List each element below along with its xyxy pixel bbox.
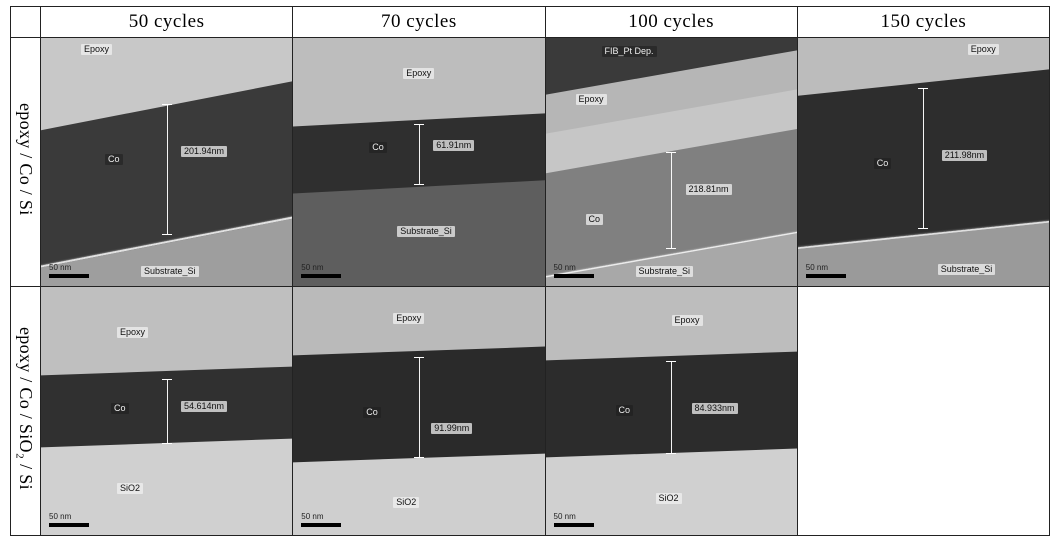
col-hdr-70: 70 cycles (293, 7, 545, 38)
micrograph-label: Substrate_Si (636, 266, 694, 277)
micrograph: Epoxy Co 211.98nm Substrate_Si 50 nm (798, 38, 1049, 286)
scalebar (301, 523, 341, 527)
cell-r1c1: Epoxy Co 91.99nm SiO2 50 nm (293, 287, 545, 536)
micrograph-label: Substrate_Si (141, 266, 199, 277)
micrograph-label: Co (616, 405, 634, 416)
micrograph-label: Epoxy (672, 315, 703, 326)
micrograph: FIB_Pt Dep. Epoxy 218.81nm Co Substrate_Si 50… (546, 38, 797, 286)
scalebar-label: 50 nm (49, 263, 71, 272)
micrograph-label: Co (586, 214, 604, 225)
row-hdr-0: epoxy / Co / Si (11, 38, 41, 287)
micrograph-label: Substrate_Si (938, 264, 996, 275)
row-epoxy-co-si: epoxy / Co / Si Epoxy Co 201.94nm Substrate… (11, 38, 1050, 287)
micrograph-label: 218.81nm (686, 184, 732, 195)
col-hdr-150: 150 cycles (797, 7, 1049, 38)
col-hdr-50: 50 cycles (41, 7, 293, 38)
micrograph-label: 84.933nm (692, 403, 738, 414)
cell-r1c3 (797, 287, 1049, 536)
scalebar (301, 274, 341, 278)
row-hdr-label-1: epoxy / Co / SiO₂ / Si (15, 327, 36, 490)
micrograph-label: SiO2 (393, 497, 419, 508)
micrograph-label: Co (111, 403, 129, 414)
micrograph: Epoxy Co 54.614nm SiO2 50 nm (41, 287, 292, 535)
header-row: 50 cycles 70 cycles 100 cycles 150 cycle… (11, 7, 1050, 38)
scalebar (49, 274, 89, 278)
micrograph-label: 201.94nm (181, 146, 227, 157)
layer-sio2 (41, 437, 293, 535)
scalebar (49, 523, 89, 527)
micrograph-label: Epoxy (968, 44, 999, 55)
micrograph: Epoxy Co 61.91nm Substrate_Si 50 nm (293, 38, 544, 286)
measurement-line (419, 124, 420, 184)
micrograph-label: SiO2 (117, 483, 143, 494)
micrograph-label: Co (369, 142, 387, 153)
micrograph-grid: 50 cycles 70 cycles 100 cycles 150 cycle… (10, 6, 1050, 536)
scalebar-label: 50 nm (806, 263, 828, 272)
micrograph-label: Epoxy (81, 44, 112, 55)
micrograph-label: SiO2 (656, 493, 682, 504)
micrograph-label: Epoxy (403, 68, 434, 79)
corner-cell (11, 7, 41, 38)
micrograph-label: Epoxy (117, 327, 148, 338)
measurement-line (167, 379, 168, 443)
cell-r1c2: Epoxy Co 84.933nm SiO2 50 nm (545, 287, 797, 536)
micrograph-label: Epoxy (393, 313, 424, 324)
micrograph-label: Co (363, 407, 381, 418)
micrograph: Epoxy Co 84.933nm SiO2 50 nm (546, 287, 797, 535)
micrograph-label: 91.99nm (431, 423, 472, 434)
measurement-line (923, 88, 924, 228)
figure-table: 50 cycles 70 cycles 100 cycles 150 cycle… (0, 0, 1060, 545)
micrograph: Epoxy Co 201.94nm Substrate_Si 50 nm (41, 38, 292, 286)
scalebar (806, 274, 846, 278)
cell-r0c3: Epoxy Co 211.98nm Substrate_Si 50 nm (797, 38, 1049, 287)
scalebar-label: 50 nm (301, 512, 323, 521)
row-hdr-label-0: epoxy / Co / Si (15, 103, 36, 216)
micrograph-label: Co (105, 154, 123, 165)
scalebar (554, 523, 594, 527)
measurement-line (671, 361, 672, 453)
micrograph-label: Co (874, 158, 892, 169)
micrograph-label: FIB_Pt Dep. (602, 46, 657, 57)
cell-r0c2: FIB_Pt Dep. Epoxy 218.81nm Co Substrate_Si 50… (545, 38, 797, 287)
col-hdr-100: 100 cycles (545, 7, 797, 38)
scalebar-label: 50 nm (301, 263, 323, 272)
micrograph: Epoxy Co 91.99nm SiO2 50 nm (293, 287, 544, 535)
micrograph-label: Substrate_Si (397, 226, 455, 237)
micrograph-label: Epoxy (576, 94, 607, 105)
layer-epoxy (41, 287, 293, 380)
scalebar (554, 274, 594, 278)
row-epoxy-co-sio2-si: epoxy / Co / SiO₂ / Si Epoxy Co 54.614nm Si… (11, 287, 1050, 536)
measurement-line (419, 357, 420, 457)
scalebar-label: 50 nm (554, 263, 576, 272)
measurement-line (167, 104, 168, 234)
cell-r0c1: Epoxy Co 61.91nm Substrate_Si 50 nm (293, 38, 545, 287)
scalebar-label: 50 nm (49, 512, 71, 521)
micrograph-label: 61.91nm (433, 140, 474, 151)
micrograph-label: 54.614nm (181, 401, 227, 412)
row-hdr-1: epoxy / Co / SiO₂ / Si (11, 287, 41, 536)
cell-r0c0: Epoxy Co 201.94nm Substrate_Si 50 nm (41, 38, 293, 287)
micrograph-label: 211.98nm (942, 150, 987, 161)
scalebar-label: 50 nm (554, 512, 576, 521)
measurement-line (671, 152, 672, 248)
cell-r1c0: Epoxy Co 54.614nm SiO2 50 nm (41, 287, 293, 536)
